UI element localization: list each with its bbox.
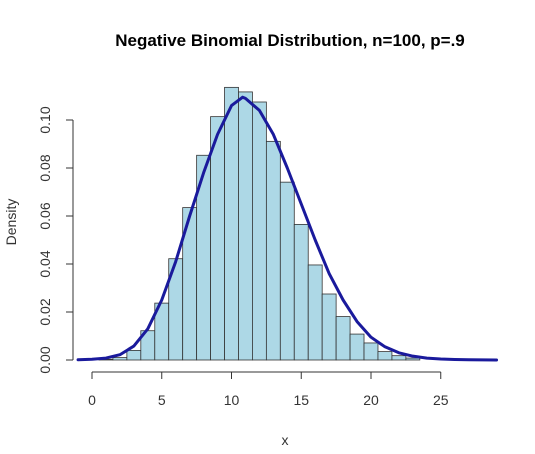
histogram-bar bbox=[335, 316, 351, 361]
density-curve-layer bbox=[76, 95, 499, 362]
x-axis-label: x bbox=[282, 432, 289, 448]
histogram-bars bbox=[98, 86, 421, 361]
y-tick-label: 0.06 bbox=[37, 202, 53, 229]
x-tick-label: 20 bbox=[363, 392, 379, 408]
histogram-bar bbox=[377, 351, 393, 361]
histogram-bar bbox=[252, 101, 267, 361]
y-axis: 0.00 0.02 0.04 0.06 0.08 0.10 bbox=[37, 106, 74, 374]
histogram-bar bbox=[210, 116, 225, 361]
y-tick-label: 0.04 bbox=[37, 250, 53, 277]
histogram-bar bbox=[265, 140, 281, 361]
histogram-bar bbox=[126, 349, 142, 361]
x-tick-label: 15 bbox=[293, 392, 309, 408]
histogram-bar bbox=[238, 91, 253, 361]
histogram-bar bbox=[279, 181, 295, 361]
density-curve bbox=[76, 95, 499, 362]
x-tick-label: 25 bbox=[433, 392, 449, 408]
histogram-bar bbox=[349, 333, 365, 361]
histogram-bar bbox=[293, 223, 309, 361]
y-tick-label: 0.02 bbox=[37, 298, 53, 325]
y-tick-label: 0.10 bbox=[37, 106, 53, 133]
histogram-bar bbox=[391, 355, 407, 361]
histogram-bar bbox=[363, 342, 379, 361]
histogram-bar bbox=[112, 357, 128, 361]
chart-title: Negative Binomial Distribution, n=100, p… bbox=[115, 31, 465, 50]
x-tick-label: 0 bbox=[88, 392, 96, 408]
x-tick-label: 10 bbox=[224, 392, 240, 408]
x-axis: 0 5 10 15 20 25 bbox=[88, 371, 449, 408]
histogram-bar bbox=[321, 293, 337, 361]
histogram-bar bbox=[405, 357, 421, 361]
x-tick-label: 5 bbox=[158, 392, 166, 408]
histogram-bar bbox=[224, 86, 239, 361]
y-tick-label: 0.08 bbox=[37, 154, 53, 181]
histogram-bar bbox=[307, 264, 323, 361]
y-axis-label: Density bbox=[3, 199, 19, 246]
y-tick-label: 0.00 bbox=[37, 346, 53, 373]
